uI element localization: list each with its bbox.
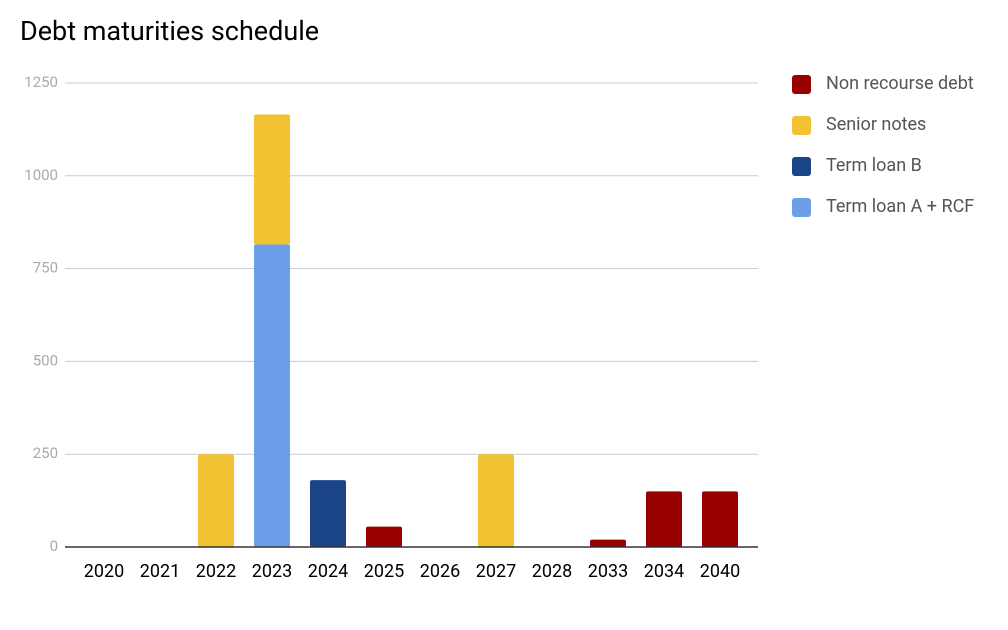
legend-label: Term loan B	[826, 155, 922, 176]
legend-swatch	[792, 116, 811, 135]
legend-swatch	[792, 157, 811, 176]
x-tick-label: 2020	[84, 561, 124, 582]
chart-title: Debt maturities schedule	[20, 15, 319, 47]
x-tick-label: 2028	[532, 561, 572, 582]
bar	[478, 454, 514, 547]
x-tick-label: 2034	[644, 561, 684, 582]
bar	[254, 114, 290, 245]
y-tick-label: 250	[33, 444, 58, 462]
x-tick-label: 2026	[420, 561, 460, 582]
bar	[702, 491, 738, 547]
legend-swatch	[792, 198, 811, 217]
bar	[646, 491, 682, 547]
y-tick-label: 1000	[24, 166, 58, 184]
legend-label: Term loan A + RCF	[826, 196, 974, 217]
bar	[198, 454, 234, 547]
x-tick-label: 2033	[588, 561, 628, 582]
x-tick-label: 2023	[252, 561, 292, 582]
y-tick-label: 0	[50, 537, 58, 555]
x-tick-label: 2025	[364, 561, 404, 582]
x-tick-label: 2022	[196, 561, 236, 582]
bar	[366, 526, 402, 547]
legend-label: Non recourse debt	[826, 73, 974, 94]
bar	[310, 480, 346, 547]
y-tick-label: 500	[33, 351, 58, 369]
x-tick-label: 2040	[700, 561, 740, 582]
y-tick-label: 750	[33, 259, 58, 277]
x-tick-label: 2027	[476, 561, 516, 582]
x-tick-label: 2024	[308, 561, 348, 582]
bar	[590, 539, 626, 547]
x-tick-label: 2021	[140, 561, 180, 582]
legend-swatch	[792, 75, 811, 94]
legend-label: Senior notes	[826, 114, 926, 135]
y-tick-label: 1250	[24, 73, 58, 91]
bar	[254, 244, 290, 548]
